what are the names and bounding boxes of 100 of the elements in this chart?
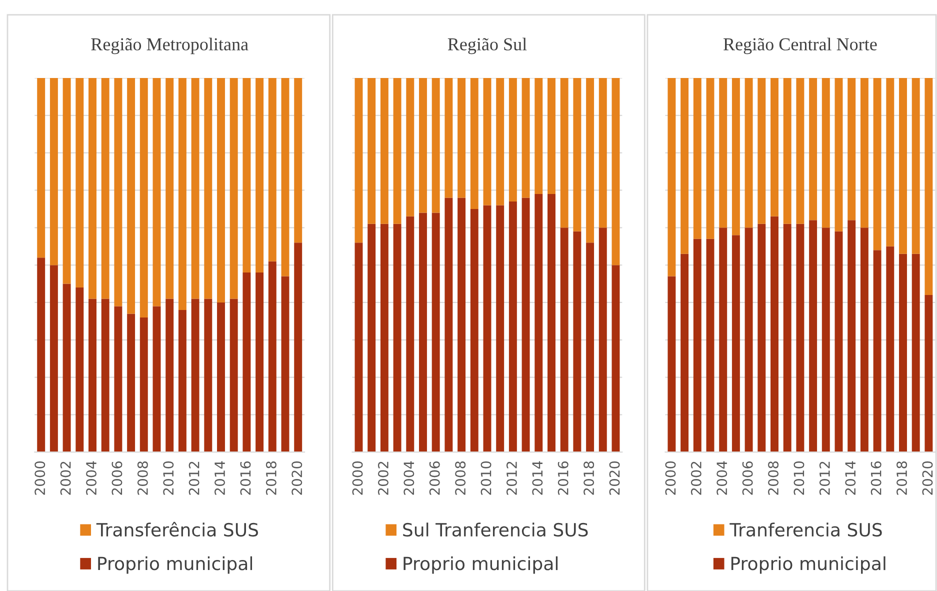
bar (354, 242, 363, 452)
bar (281, 276, 290, 452)
bar (242, 272, 251, 452)
x-tick-label: 2000 (34, 461, 46, 495)
bar (706, 238, 714, 452)
bar (573, 78, 582, 232)
x-tick-label: 2008 (137, 461, 148, 495)
bar (50, 78, 58, 266)
bar (560, 228, 568, 452)
bar (230, 298, 238, 452)
bar (62, 284, 71, 452)
bar (508, 78, 517, 202)
bar (140, 78, 148, 318)
legend-label: Proprio municipal (731, 556, 886, 574)
bar (548, 194, 556, 452)
bar (470, 78, 478, 209)
bar (354, 78, 363, 243)
bar (88, 78, 96, 299)
x-tick-label: 2006 (742, 461, 753, 495)
bar (770, 78, 778, 216)
x-tick-label: 2020 (292, 461, 302, 495)
bar (88, 298, 96, 452)
bar (848, 220, 856, 452)
bar (586, 242, 594, 452)
x-tick-label: 2018 (896, 461, 908, 495)
bar (268, 261, 276, 452)
x-tick-label: 2004 (716, 461, 728, 495)
bar (281, 78, 290, 276)
bar (822, 78, 830, 228)
x-tick-label: 2016 (870, 461, 882, 495)
bar (152, 306, 161, 452)
x-tick-label: 2012 (819, 462, 830, 495)
bar (680, 254, 689, 452)
bar (860, 78, 868, 228)
bar (886, 78, 894, 246)
bar (127, 314, 136, 452)
bar (101, 78, 110, 299)
bar (483, 78, 492, 206)
bar (380, 78, 388, 224)
bar (848, 78, 856, 220)
bar (393, 78, 402, 224)
bar (860, 228, 868, 452)
bar (380, 224, 388, 452)
bar (242, 78, 251, 273)
bar (191, 298, 200, 452)
bar (744, 228, 753, 452)
bar (444, 78, 453, 198)
legend-label: Proprio municipal (98, 556, 252, 574)
bar (796, 224, 804, 452)
bar (217, 78, 225, 302)
x-tick-label: 2018 (584, 461, 594, 495)
x-tick-label: 2004 (86, 461, 97, 495)
x-tick-label: 2008 (768, 461, 779, 495)
x-tick-label: 2008 (455, 461, 466, 495)
bar (560, 78, 568, 228)
x-tick-label: 2018 (266, 461, 276, 495)
bar (693, 238, 702, 452)
bar (432, 212, 440, 452)
bar (548, 78, 556, 194)
bar (744, 78, 753, 228)
bar (204, 298, 212, 452)
bar (178, 310, 186, 452)
bar (809, 78, 818, 220)
bar (140, 317, 148, 452)
bar (899, 254, 907, 452)
bar (127, 78, 136, 314)
x-tick-label: 2010 (794, 461, 804, 495)
bar (368, 224, 376, 452)
bar (294, 78, 302, 243)
bar (834, 231, 843, 452)
bar (37, 258, 46, 452)
x-tick-label: 2012 (506, 462, 517, 495)
bar (612, 265, 620, 452)
bar (496, 78, 504, 206)
bar (809, 220, 818, 452)
legend-label: Sul Tranferencia SUS (403, 522, 588, 537)
bar (444, 198, 453, 452)
x-tick-label: 2006 (112, 461, 122, 495)
bar (924, 78, 933, 295)
legend-label: Tranferencia SUS (730, 522, 882, 537)
bar (822, 228, 830, 452)
bar (470, 208, 478, 452)
bar (101, 298, 110, 452)
bar (783, 78, 792, 224)
chart-title: Região Metropolitana (91, 38, 248, 54)
bar (406, 78, 414, 216)
bar (256, 272, 264, 452)
bar (534, 194, 543, 452)
bar (204, 78, 212, 299)
bar (508, 201, 517, 452)
bar (586, 78, 594, 243)
x-tick-label: 2016 (240, 461, 251, 495)
bar (783, 224, 792, 452)
bar (496, 205, 504, 452)
bar (693, 78, 702, 239)
bar (191, 78, 200, 299)
bar (419, 212, 427, 452)
bar (534, 78, 543, 194)
x-tick-label: 2014 (845, 461, 856, 495)
x-tick-label: 2002 (378, 462, 388, 495)
